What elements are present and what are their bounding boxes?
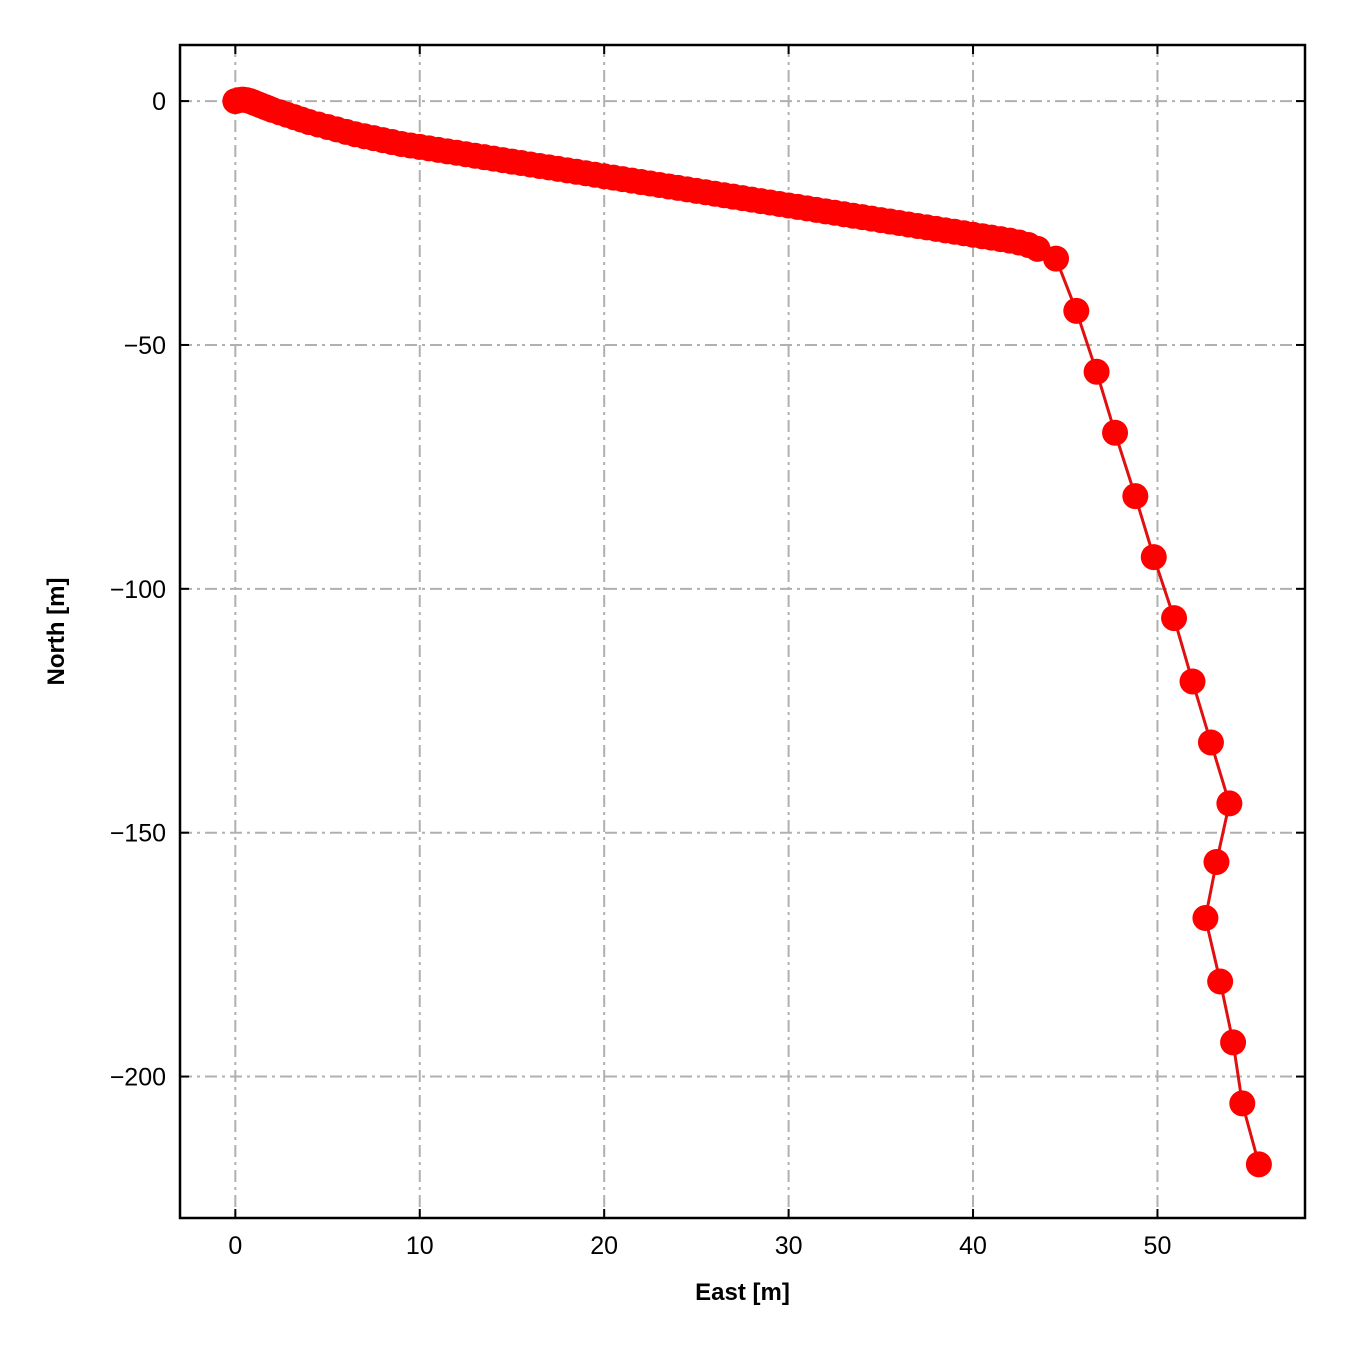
- y-tick-label: −50: [124, 332, 166, 360]
- x-tick-label: 20: [590, 1232, 618, 1260]
- y-tick-label: 0: [152, 88, 166, 116]
- plot-frame: [178, 43, 1307, 1220]
- axis-ticks: [180, 45, 1305, 1218]
- data-point: [1179, 668, 1206, 695]
- series-line: [234, 98, 1261, 1165]
- data-point: [1220, 1029, 1247, 1056]
- y-tick-label: −100: [110, 576, 166, 604]
- x-tick-label: 40: [959, 1232, 987, 1260]
- tick-labels: 0 10 20 30 40 50 0 −50 −100 −150 −200: [110, 88, 1172, 1260]
- data-point: [1161, 605, 1188, 632]
- data-point: [1207, 968, 1234, 995]
- data-point: [1102, 419, 1129, 446]
- data-point: [1122, 483, 1149, 510]
- series-trajectory: [222, 86, 1272, 1178]
- x-tick-label: 30: [775, 1232, 803, 1260]
- x-tick-label: 50: [1144, 1232, 1172, 1260]
- data-point: [1245, 1151, 1272, 1178]
- grid-lines: [180, 45, 1305, 1218]
- data-point: [1063, 297, 1090, 324]
- x-axis-label: East [m]: [695, 1279, 790, 1306]
- x-tick-label: 0: [228, 1232, 242, 1260]
- y-tick-label: −200: [110, 1064, 166, 1092]
- data-point: [1043, 245, 1070, 272]
- data-point: [1140, 544, 1167, 571]
- y-tick-label: −150: [110, 820, 166, 848]
- x-tick-label: 10: [406, 1232, 434, 1260]
- data-point: [1229, 1090, 1256, 1117]
- data-point: [1203, 848, 1230, 875]
- y-axis-label: North [m]: [43, 578, 70, 686]
- data-point: [1083, 358, 1110, 385]
- data-point: [1197, 729, 1224, 756]
- data-point: [1216, 790, 1243, 817]
- data-point: [1192, 905, 1219, 932]
